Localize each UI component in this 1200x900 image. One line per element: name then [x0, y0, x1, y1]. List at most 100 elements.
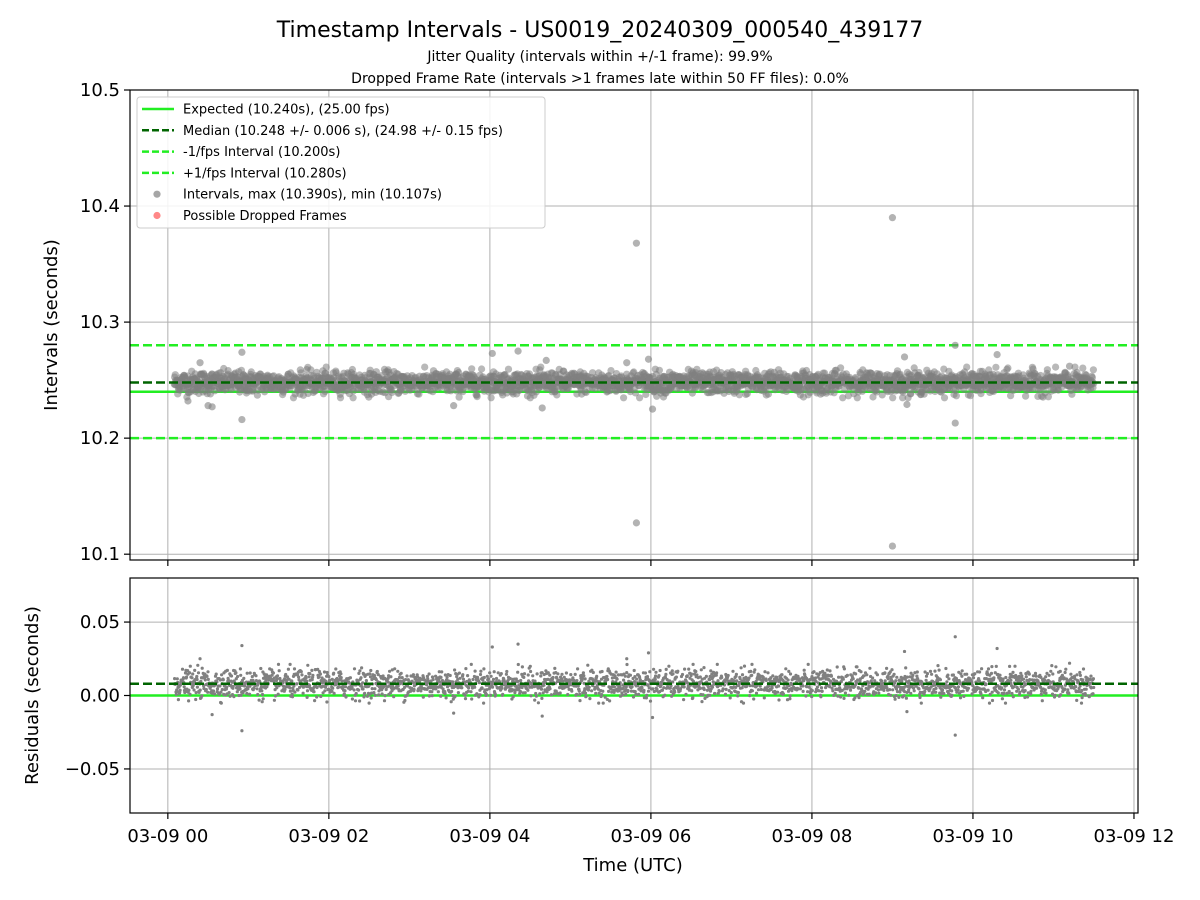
- data-point: [840, 688, 844, 693]
- data-point: [603, 695, 607, 699]
- outlier-point: [900, 353, 909, 361]
- data-point: [899, 394, 907, 402]
- data-point: [528, 664, 532, 668]
- data-point: [313, 699, 317, 703]
- data-point: [648, 670, 652, 674]
- data-point: [1044, 393, 1052, 401]
- data-point: [485, 693, 489, 697]
- data-point: [516, 662, 520, 667]
- data-point: [630, 685, 634, 689]
- data-point: [662, 686, 666, 690]
- data-point: [633, 690, 637, 694]
- data-point: [242, 684, 247, 688]
- data-point: [769, 679, 774, 683]
- data-point: [305, 695, 309, 700]
- data-point: [490, 685, 495, 689]
- data-point: [883, 671, 887, 675]
- data-point: [828, 669, 832, 673]
- data-point: [855, 665, 859, 669]
- data-point: [278, 676, 282, 681]
- outlier-point: [538, 404, 546, 412]
- data-point: [863, 689, 867, 693]
- data-point: [183, 671, 188, 675]
- data-point: [664, 672, 668, 677]
- data-point: [445, 675, 449, 680]
- data-point: [232, 695, 236, 699]
- data-point: [605, 697, 609, 702]
- data-point: [328, 678, 332, 682]
- data-point: [601, 689, 605, 693]
- data-point: [770, 686, 774, 690]
- data-point: [751, 684, 755, 688]
- data-point: [283, 687, 287, 692]
- data-point: [522, 675, 526, 680]
- data-point: [195, 674, 199, 679]
- data-point: [276, 662, 281, 667]
- data-point: [1022, 392, 1030, 400]
- data-point: [894, 679, 898, 683]
- data-point: [924, 678, 928, 682]
- data-point: [685, 674, 689, 678]
- data-point: [193, 668, 197, 673]
- data-point: [427, 672, 431, 676]
- data-point: [188, 664, 192, 668]
- data-point: [478, 672, 483, 677]
- data-point: [842, 667, 847, 671]
- data-point: [260, 692, 265, 697]
- data-point: [571, 676, 575, 680]
- data-point: [845, 673, 850, 678]
- data-point: [419, 689, 423, 693]
- data-point: [229, 674, 234, 678]
- data-point: [612, 685, 617, 689]
- data-point: [493, 693, 498, 697]
- data-point: [966, 392, 975, 400]
- outlier-point: [208, 403, 216, 411]
- data-point: [352, 667, 357, 671]
- data-point: [877, 691, 881, 695]
- data-point: [451, 680, 455, 684]
- outlier-point: [196, 359, 204, 367]
- data-point: [608, 699, 612, 703]
- data-point: [566, 685, 570, 689]
- data-point: [265, 685, 269, 689]
- data-point: [252, 686, 256, 690]
- data-point: [317, 675, 321, 679]
- data-point: [475, 692, 479, 696]
- data-point: [478, 365, 486, 373]
- data-point: [184, 675, 189, 679]
- data-point: [915, 674, 919, 678]
- data-point: [669, 690, 673, 694]
- data-point: [200, 666, 204, 670]
- data-point: [248, 684, 252, 688]
- data-point: [814, 679, 818, 684]
- data-point: [1004, 364, 1012, 372]
- data-point: [923, 689, 927, 693]
- data-point: [843, 691, 848, 695]
- data-point: [434, 674, 438, 678]
- data-point: [837, 364, 845, 372]
- data-point: [421, 695, 425, 699]
- data-point: [833, 691, 837, 695]
- data-point: [738, 676, 742, 681]
- outlier-point: [514, 347, 522, 355]
- data-point: [241, 691, 245, 695]
- data-point: [436, 690, 440, 694]
- data-point: [494, 676, 499, 681]
- data-point: [456, 677, 460, 682]
- data-point: [373, 674, 377, 678]
- data-point: [780, 673, 784, 677]
- data-point: [541, 691, 545, 695]
- data-point: [479, 669, 483, 673]
- data-point: [304, 676, 308, 680]
- data-point: [548, 687, 552, 691]
- data-point: [187, 699, 191, 703]
- data-point: [1052, 363, 1060, 371]
- data-point: [606, 677, 610, 682]
- data-point: [180, 667, 185, 671]
- data-point: [885, 666, 889, 671]
- data-point: [205, 674, 209, 679]
- data-point: [312, 690, 316, 694]
- data-point: [430, 690, 434, 694]
- data-point: [578, 699, 582, 703]
- data-point: [284, 672, 288, 677]
